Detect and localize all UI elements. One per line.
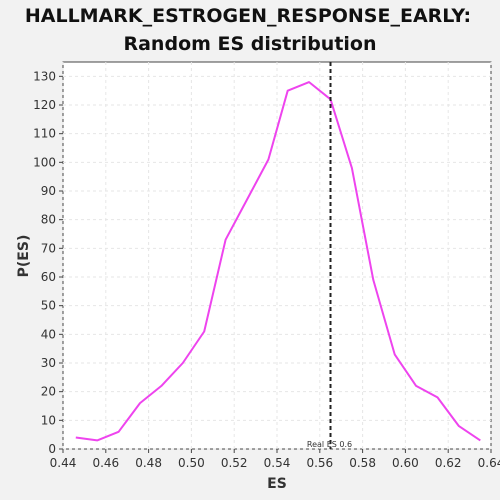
real-es-label: Real ES 0.6 <box>307 440 352 449</box>
x-tick-label: 0.44 <box>50 456 77 470</box>
series-layer <box>75 81 481 442</box>
series-line <box>75 81 481 442</box>
x-axis-label: ES <box>267 476 287 492</box>
y-tick-label: 110 <box>33 127 56 141</box>
y-tick-label: 60 <box>41 270 56 284</box>
y-tick-label: 100 <box>33 155 56 169</box>
y-tick-label: 30 <box>41 356 56 370</box>
x-tick-label: 0.54 <box>264 456 291 470</box>
y-tick-label: 10 <box>41 413 56 427</box>
y-tick-label: 0 <box>48 442 56 456</box>
y-tick-label: 90 <box>41 184 56 198</box>
annotations: Real ES 0.6 <box>307 62 352 449</box>
x-tick-label: 0.46 <box>92 456 119 470</box>
x-tick-label: 0.48 <box>135 456 162 470</box>
y-tick-label: 80 <box>41 213 56 227</box>
x-tick-label: 0.62 <box>435 456 462 470</box>
y-axis-label: P(ES) <box>16 235 32 278</box>
chart-title-line-1: HALLMARK_ESTROGEN_RESPONSE_EARLY: <box>25 5 471 27</box>
y-tick-label: 120 <box>33 98 56 112</box>
y-tick-label: 40 <box>41 327 56 341</box>
x-tick-label: 0.56 <box>306 456 333 470</box>
x-tick-label: 0.60 <box>392 456 419 470</box>
axis-ticks: 0.44 0.46 0.48 0.50 0.52 0.54 0.56 0.58 0.60 0.62… <box>33 69 500 470</box>
x-tick-label: 0.58 <box>349 456 376 470</box>
y-tick-label: 20 <box>41 385 56 399</box>
x-tick-label: 0.64 <box>478 456 500 470</box>
chart-title-line-2: Random ES distribution <box>123 33 376 55</box>
y-tick-label: 130 <box>33 69 56 83</box>
y-tick-label: 70 <box>41 241 56 255</box>
y-tick-label: 50 <box>41 299 56 313</box>
x-tick-label: 0.52 <box>221 456 248 470</box>
x-tick-label: 0.50 <box>178 456 205 470</box>
grid-lines <box>62 62 492 450</box>
